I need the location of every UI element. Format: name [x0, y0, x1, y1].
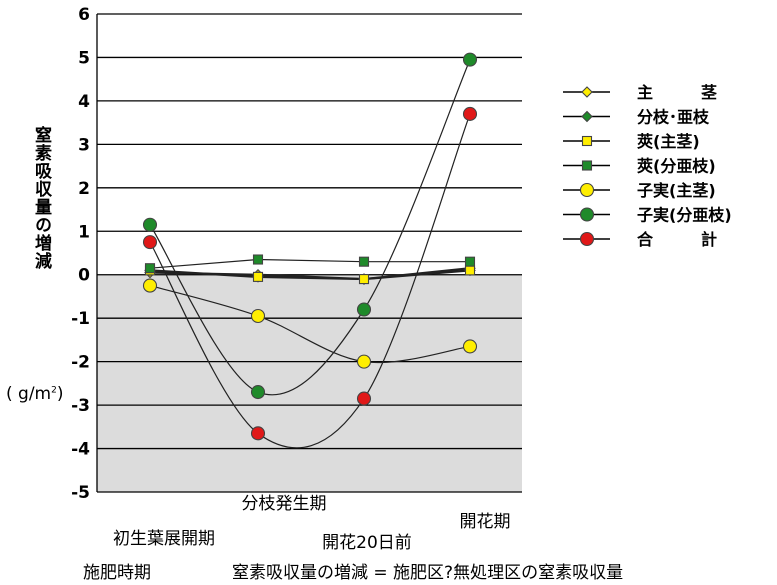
y-tick-label: 1	[78, 222, 90, 242]
legend-label: 子実(主茎)	[637, 181, 716, 200]
y-tick-label: 4	[78, 92, 90, 112]
data-point-s5-2	[356, 302, 372, 317]
series-line-5	[149, 59, 471, 396]
data-point-s2-3	[464, 265, 476, 276]
data-point-s3-1	[252, 254, 264, 265]
legend-label: 莢(分亜枝)	[637, 157, 716, 176]
data-point-s4-2	[356, 354, 372, 369]
series-lines	[149, 59, 471, 449]
data-point-s5-3	[462, 52, 478, 67]
data-point-s2-2	[358, 274, 370, 285]
legend-marker-4	[579, 182, 595, 198]
data-point-s4-3	[462, 339, 478, 354]
data-point-s3-0	[144, 263, 156, 274]
y-tick-label: 0	[78, 266, 90, 286]
footer-definition: 窒素吸収量の増減 = 施肥区?無処理区の窒素吸収量	[232, 563, 624, 583]
legend-label: 子実(分亜枝)	[637, 206, 732, 225]
data-point-s4-0	[142, 278, 158, 293]
data-point-s5-0	[142, 217, 158, 232]
data-point-s2-1	[252, 271, 264, 282]
data-point-s5-1	[250, 385, 266, 400]
data-point-s6-1	[250, 426, 266, 441]
data-point-s6-2	[356, 391, 372, 406]
y-tick-labels: 6 5 4 3 2 1 0 -1 -2 -3 -4 -5	[71, 5, 90, 503]
data-point-s3-3	[464, 256, 476, 267]
y-axis-label: 窒素吸収量の増減	[31, 126, 51, 270]
series-line-6	[149, 113, 471, 449]
legend-label: 莢(主茎)	[637, 132, 700, 151]
legend-label: 主 茎	[637, 83, 717, 102]
legend-label: 合 計	[637, 230, 717, 249]
data-point-s3-2	[358, 256, 370, 267]
y-tick-label: 3	[78, 135, 90, 155]
legend: 主 茎分枝･亜枝莢(主茎) 莢(分亜枝) 子実(主茎) 子実(分亜枝) 合 計	[563, 83, 732, 249]
y-tick-label: -3	[71, 396, 90, 416]
y-tick-label: 6	[78, 5, 90, 25]
data-point-s6-3	[462, 106, 478, 121]
legend-marker-5	[579, 207, 595, 222]
x-category-label: 初生葉展開期	[113, 529, 215, 549]
negative-region-shading	[97, 274, 522, 492]
legend-label: 分枝･亜枝	[637, 108, 710, 127]
legend-marker-0	[581, 86, 593, 98]
gridlines	[97, 13, 522, 493]
x-category-label: 分枝発生期	[242, 494, 327, 514]
legend-marker-3	[581, 160, 593, 171]
x-category-label: 開花期	[460, 512, 511, 532]
x-category-label: 開花20日前	[322, 533, 412, 553]
y-tick-label: 5	[78, 48, 90, 68]
y-tick-label: -1	[71, 309, 90, 329]
footer-fertilization-timing: 施肥時期	[83, 563, 151, 583]
legend-marker-1	[581, 110, 593, 123]
series-markers	[142, 52, 478, 441]
data-point-s6-0	[142, 235, 158, 250]
data-point-s4-1	[250, 308, 266, 324]
series-line-3	[149, 258, 470, 269]
y-tick-label: -4	[71, 440, 90, 460]
y-axis-unit: ( g/m2)	[6, 384, 64, 404]
y-tick-label: -5	[71, 483, 90, 503]
y-tick-label: 2	[78, 179, 90, 199]
legend-marker-2	[581, 135, 593, 147]
series-line-4	[149, 285, 471, 364]
legend-marker-6	[579, 231, 595, 247]
y-tick-label: -2	[71, 353, 90, 373]
